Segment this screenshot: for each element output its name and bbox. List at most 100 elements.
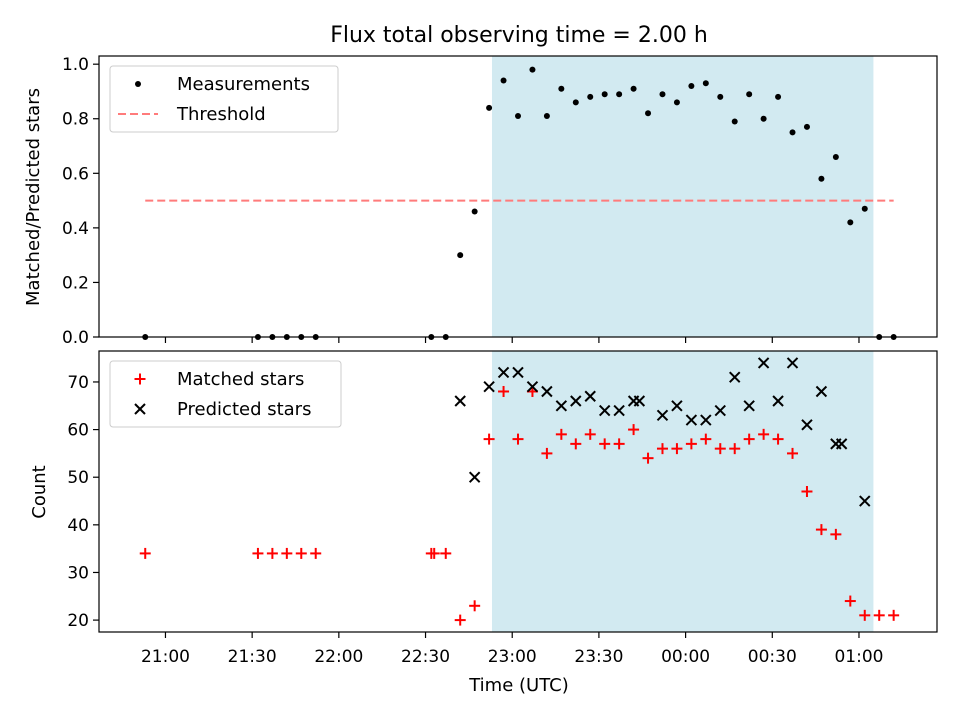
predicted-star-point: [497, 366, 510, 379]
top-panel-y-ticks: 0.0 0.2 0.4 0.6 0.8 1.0: [62, 55, 99, 348]
measurement-point: [861, 205, 868, 212]
measurement-point: [515, 113, 521, 120]
predicted-star-point: [570, 395, 582, 407]
predicted-star-point: [786, 357, 799, 369]
bottom-panel-xtick-label: 23:30: [574, 647, 623, 667]
measurement-point: [702, 80, 709, 87]
bottom-panel-xtick-label: 22:30: [401, 647, 450, 667]
matched-star-point: [295, 547, 307, 559]
predicted-star-point: [584, 390, 596, 402]
bottom-panel-ytick-label: 50: [67, 468, 89, 488]
predicted-star-point: [541, 385, 553, 398]
matched-star-point: [570, 438, 582, 450]
bottom-panel-frame: [98, 350, 938, 633]
legend-threshold-label: Threshold: [176, 104, 266, 125]
legend-measurements-label: Measurements: [177, 74, 310, 95]
matched-star-point: [844, 595, 856, 607]
matched-star-point: [671, 443, 683, 455]
measurement-point: [731, 118, 738, 125]
measurement-point: [616, 91, 623, 98]
matched-star-point: [281, 547, 293, 559]
measurement-point: [529, 66, 536, 73]
matched-star-point: [613, 438, 625, 450]
measurement-point: [746, 91, 753, 98]
predicted-star-point: [555, 400, 568, 412]
predicted-star-point: [772, 395, 784, 407]
matched-star-point: [815, 524, 827, 536]
top-panel-frame: [98, 55, 938, 338]
top-panel-x-ticks: [164, 337, 860, 343]
measurement-point: [789, 129, 796, 136]
matched-star-point: [599, 438, 611, 450]
bottom-panel-xtick-label: 23:00: [488, 647, 537, 667]
legend-matched-label: Matched stars: [177, 369, 304, 390]
predicted-star-point: [454, 395, 466, 407]
matched-star-point: [888, 609, 900, 621]
matched-star-point: [512, 433, 524, 445]
legend-predicted-marker: [134, 403, 146, 415]
chart-title: Flux total observing time = 2.00 h: [330, 23, 708, 48]
bottom-panel-xtick-label: 21:00: [141, 647, 190, 667]
top-panel: 0.0 0.2 0.4 0.6 0.8 1.0 Matched/Predicted sta…: [23, 55, 938, 348]
measurement-point: [500, 77, 507, 84]
matched-star-point: [758, 428, 770, 440]
bottom-panel-ytick-label: 40: [67, 516, 89, 536]
measurement-point: [645, 110, 652, 117]
predicted-star-point: [483, 381, 495, 393]
bottom-panel-xtick-label: 00:30: [748, 647, 797, 667]
matched-star-point: [743, 433, 755, 445]
matched-star-point: [584, 428, 596, 440]
bottom-panel-xtick-label: 00:00: [661, 647, 710, 667]
bottom-panel-legend-box: [109, 360, 342, 428]
matched-star-point: [859, 609, 871, 621]
top-panel-ylabel: Matched/Predicted stars: [23, 88, 44, 306]
matched-star-point: [787, 447, 799, 459]
matched-star-point: [252, 547, 264, 559]
measurement-point: [847, 219, 854, 226]
matched-star-point: [729, 443, 741, 455]
matched-star-point: [772, 433, 784, 445]
predicted-star-point: [801, 419, 813, 431]
matched-star-point: [139, 547, 151, 559]
predicted-star-point: [633, 395, 646, 407]
predicted-star-point: [757, 357, 770, 369]
matched-star-point: [310, 547, 322, 559]
bottom-panel-xlabel: Time (UTC): [468, 675, 569, 696]
predicted-star-point: [743, 400, 755, 412]
measurement-point: [471, 208, 478, 215]
predicted-star-point: [598, 404, 611, 417]
top-panel-legend: Measurements Threshold: [109, 65, 339, 133]
matched-star-point: [714, 443, 726, 455]
measurement-point: [818, 175, 825, 182]
matched-star-point: [685, 438, 697, 450]
measurement-point: [673, 99, 680, 106]
measurement-point: [717, 93, 724, 100]
predicted-star-point: [700, 414, 712, 426]
measurement-point: [688, 83, 695, 90]
top-panel-ytick-label: 0.6: [62, 164, 89, 184]
matched-star-point: [541, 447, 553, 459]
top-panel-ytick-label: 0.8: [62, 110, 89, 130]
bottom-panel-xtick-label: 22:00: [314, 647, 363, 667]
legend-predicted-label: Predicted stars: [177, 399, 311, 420]
matched-star-point: [873, 609, 885, 621]
legend-measurements-marker: [135, 81, 141, 87]
matched-star-point: [440, 547, 452, 559]
measurement-point: [760, 115, 767, 122]
predicted-star-point: [685, 414, 698, 426]
matched-star-point: [801, 486, 813, 497]
matched-star-point: [700, 433, 712, 445]
predicted-star-point: [729, 371, 741, 383]
predicted-star-point: [671, 400, 683, 412]
predicted-star-point: [656, 409, 669, 422]
top-panel-ytick-label: 1.0: [62, 55, 89, 75]
measurement-point: [803, 123, 810, 130]
measurement-point: [601, 91, 608, 98]
top-panel-ytick-label: 0.0: [62, 328, 89, 348]
predicted-star-point: [468, 471, 481, 483]
matched-star-point: [642, 452, 654, 464]
matched-star-point: [555, 428, 567, 440]
measurement-point: [543, 113, 550, 120]
measurement-point: [659, 91, 666, 98]
